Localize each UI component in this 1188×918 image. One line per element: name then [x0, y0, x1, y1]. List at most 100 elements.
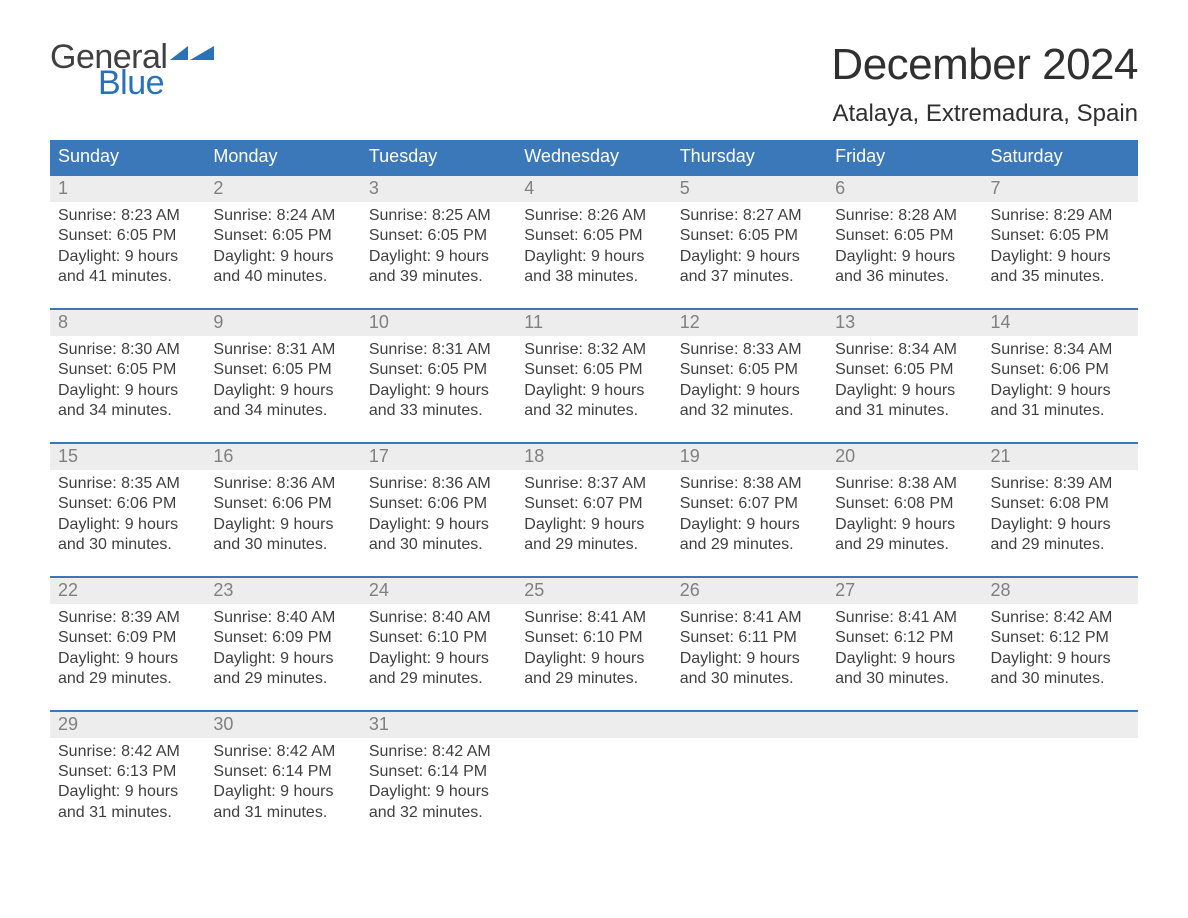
daylight-line-2: and 31 minutes.: [58, 803, 197, 823]
calendar-day: 19Sunrise: 8:38 AMSunset: 6:07 PMDayligh…: [672, 444, 827, 562]
calendar-header-row: Sunday Monday Tuesday Wednesday Thursday…: [50, 140, 1138, 174]
calendar-day: 29Sunrise: 8:42 AMSunset: 6:13 PMDayligh…: [50, 712, 205, 830]
calendar-day: 9Sunrise: 8:31 AMSunset: 6:05 PMDaylight…: [205, 310, 360, 428]
sunrise-line: Sunrise: 8:41 AM: [835, 608, 974, 628]
calendar-day: 22Sunrise: 8:39 AMSunset: 6:09 PMDayligh…: [50, 578, 205, 696]
daylight-line-1: Daylight: 9 hours: [991, 515, 1130, 535]
calendar-week: 1Sunrise: 8:23 AMSunset: 6:05 PMDaylight…: [50, 174, 1138, 294]
day-number: 30: [205, 712, 360, 738]
daylight-line-1: Daylight: 9 hours: [680, 381, 819, 401]
daylight-line-1: Daylight: 9 hours: [369, 649, 508, 669]
day-number: 27: [827, 578, 982, 604]
sunrise-line: Sunrise: 8:42 AM: [213, 742, 352, 762]
calendar-day: 18Sunrise: 8:37 AMSunset: 6:07 PMDayligh…: [516, 444, 671, 562]
month-title: December 2024: [831, 40, 1138, 90]
sunset-line: Sunset: 6:05 PM: [835, 360, 974, 380]
daylight-line-1: Daylight: 9 hours: [213, 782, 352, 802]
sunset-line: Sunset: 6:05 PM: [369, 226, 508, 246]
sunrise-line: Sunrise: 8:27 AM: [680, 206, 819, 226]
day-body: Sunrise: 8:31 AMSunset: 6:05 PMDaylight:…: [205, 336, 360, 428]
day-number: 29: [50, 712, 205, 738]
location: Atalaya, Extremadura, Spain: [831, 100, 1138, 128]
day-number: 26: [672, 578, 827, 604]
sunset-line: Sunset: 6:05 PM: [213, 360, 352, 380]
sunset-line: Sunset: 6:14 PM: [213, 762, 352, 782]
daylight-line-2: and 29 minutes.: [524, 669, 663, 689]
sunrise-line: Sunrise: 8:24 AM: [213, 206, 352, 226]
sunrise-line: Sunrise: 8:42 AM: [58, 742, 197, 762]
daylight-line-2: and 34 minutes.: [58, 401, 197, 421]
day-number: 21: [983, 444, 1138, 470]
day-number: 3: [361, 176, 516, 202]
sunrise-line: Sunrise: 8:26 AM: [524, 206, 663, 226]
day-number: .: [983, 712, 1138, 738]
calendar-day: .: [983, 712, 1138, 830]
header: General Blue December 2024 Atalaya, Extr…: [50, 40, 1138, 128]
sunrise-line: Sunrise: 8:38 AM: [835, 474, 974, 494]
daylight-line-2: and 29 minutes.: [524, 535, 663, 555]
daylight-line-1: Daylight: 9 hours: [835, 649, 974, 669]
day-body: Sunrise: 8:24 AMSunset: 6:05 PMDaylight:…: [205, 202, 360, 294]
logo: General Blue: [50, 40, 214, 100]
sunset-line: Sunset: 6:05 PM: [991, 226, 1130, 246]
sunset-line: Sunset: 6:08 PM: [835, 494, 974, 514]
day-number: 12: [672, 310, 827, 336]
daylight-line-1: Daylight: 9 hours: [835, 247, 974, 267]
calendar-day: 12Sunrise: 8:33 AMSunset: 6:05 PMDayligh…: [672, 310, 827, 428]
sunrise-line: Sunrise: 8:36 AM: [369, 474, 508, 494]
sunrise-line: Sunrise: 8:28 AM: [835, 206, 974, 226]
calendar-day: 8Sunrise: 8:30 AMSunset: 6:05 PMDaylight…: [50, 310, 205, 428]
day-number: 6: [827, 176, 982, 202]
day-body: Sunrise: 8:39 AMSunset: 6:09 PMDaylight:…: [50, 604, 205, 696]
title-block: December 2024 Atalaya, Extremadura, Spai…: [831, 40, 1138, 128]
calendar-day: 21Sunrise: 8:39 AMSunset: 6:08 PMDayligh…: [983, 444, 1138, 562]
sunrise-line: Sunrise: 8:23 AM: [58, 206, 197, 226]
daylight-line-2: and 30 minutes.: [369, 535, 508, 555]
day-header: Saturday: [983, 140, 1138, 174]
daylight-line-1: Daylight: 9 hours: [991, 381, 1130, 401]
calendar-day: 24Sunrise: 8:40 AMSunset: 6:10 PMDayligh…: [361, 578, 516, 696]
day-body: Sunrise: 8:30 AMSunset: 6:05 PMDaylight:…: [50, 336, 205, 428]
daylight-line-1: Daylight: 9 hours: [524, 515, 663, 535]
daylight-line-2: and 29 minutes.: [213, 669, 352, 689]
sunset-line: Sunset: 6:05 PM: [213, 226, 352, 246]
day-header: Wednesday: [516, 140, 671, 174]
day-body: Sunrise: 8:29 AMSunset: 6:05 PMDaylight:…: [983, 202, 1138, 294]
weeks-container: 1Sunrise: 8:23 AMSunset: 6:05 PMDaylight…: [50, 174, 1138, 829]
day-body: Sunrise: 8:38 AMSunset: 6:08 PMDaylight:…: [827, 470, 982, 562]
day-number: 18: [516, 444, 671, 470]
sunset-line: Sunset: 6:05 PM: [524, 360, 663, 380]
calendar-day: 27Sunrise: 8:41 AMSunset: 6:12 PMDayligh…: [827, 578, 982, 696]
daylight-line-1: Daylight: 9 hours: [58, 649, 197, 669]
day-number: 25: [516, 578, 671, 604]
daylight-line-1: Daylight: 9 hours: [835, 381, 974, 401]
calendar-day: 2Sunrise: 8:24 AMSunset: 6:05 PMDaylight…: [205, 176, 360, 294]
sunset-line: Sunset: 6:05 PM: [680, 360, 819, 380]
day-body: Sunrise: 8:36 AMSunset: 6:06 PMDaylight:…: [361, 470, 516, 562]
sunset-line: Sunset: 6:11 PM: [680, 628, 819, 648]
daylight-line-1: Daylight: 9 hours: [835, 515, 974, 535]
daylight-line-2: and 32 minutes.: [524, 401, 663, 421]
daylight-line-2: and 40 minutes.: [213, 267, 352, 287]
calendar-week: 29Sunrise: 8:42 AMSunset: 6:13 PMDayligh…: [50, 710, 1138, 830]
day-number: 1: [50, 176, 205, 202]
day-body: Sunrise: 8:42 AMSunset: 6:14 PMDaylight:…: [361, 738, 516, 830]
calendar-week: 22Sunrise: 8:39 AMSunset: 6:09 PMDayligh…: [50, 576, 1138, 696]
daylight-line-1: Daylight: 9 hours: [680, 247, 819, 267]
daylight-line-2: and 38 minutes.: [524, 267, 663, 287]
day-number: .: [516, 712, 671, 738]
day-number: 7: [983, 176, 1138, 202]
calendar-day: 13Sunrise: 8:34 AMSunset: 6:05 PMDayligh…: [827, 310, 982, 428]
calendar-week: 8Sunrise: 8:30 AMSunset: 6:05 PMDaylight…: [50, 308, 1138, 428]
sunset-line: Sunset: 6:12 PM: [991, 628, 1130, 648]
calendar-day: 15Sunrise: 8:35 AMSunset: 6:06 PMDayligh…: [50, 444, 205, 562]
sunset-line: Sunset: 6:05 PM: [58, 226, 197, 246]
daylight-line-1: Daylight: 9 hours: [58, 381, 197, 401]
calendar-week: 15Sunrise: 8:35 AMSunset: 6:06 PMDayligh…: [50, 442, 1138, 562]
calendar-day: 4Sunrise: 8:26 AMSunset: 6:05 PMDaylight…: [516, 176, 671, 294]
calendar-day: 28Sunrise: 8:42 AMSunset: 6:12 PMDayligh…: [983, 578, 1138, 696]
sunrise-line: Sunrise: 8:32 AM: [524, 340, 663, 360]
sunrise-line: Sunrise: 8:42 AM: [991, 608, 1130, 628]
daylight-line-1: Daylight: 9 hours: [58, 782, 197, 802]
day-number: .: [672, 712, 827, 738]
